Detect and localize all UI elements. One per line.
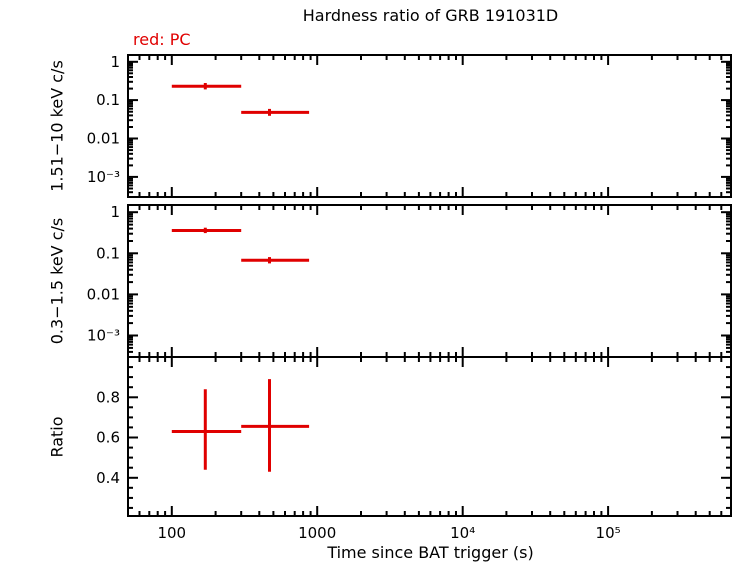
svg-text:1: 1 bbox=[110, 203, 120, 221]
svg-text:0.6: 0.6 bbox=[96, 429, 120, 447]
svg-text:0.1: 0.1 bbox=[96, 91, 120, 109]
svg-text:0.4: 0.4 bbox=[96, 469, 120, 487]
svg-text:10⁴: 10⁴ bbox=[450, 524, 475, 542]
y-axis-label-hard-band: 1.51−10 keV c/s bbox=[47, 60, 67, 192]
mode-annotation: red: PC bbox=[133, 30, 191, 49]
svg-text:0.8: 0.8 bbox=[96, 388, 120, 406]
svg-text:0.1: 0.1 bbox=[96, 244, 120, 262]
y-axis-label-ratio: Ratio bbox=[47, 416, 67, 458]
svg-text:1: 1 bbox=[110, 53, 120, 71]
chart-title: Hardness ratio of GRB 191031D bbox=[302, 6, 559, 25]
svg-text:10⁻³: 10⁻³ bbox=[87, 168, 120, 186]
svg-text:0.01: 0.01 bbox=[87, 130, 120, 148]
svg-text:1000: 1000 bbox=[298, 524, 336, 542]
svg-text:100: 100 bbox=[157, 524, 186, 542]
svg-text:10⁵: 10⁵ bbox=[596, 524, 621, 542]
svg-text:10⁻³: 10⁻³ bbox=[87, 327, 120, 345]
x-axis-label: Time since BAT trigger (s) bbox=[327, 543, 534, 562]
svg-text:0.01: 0.01 bbox=[87, 285, 120, 303]
y-axis-label-soft-band: 0.3−1.5 keV c/s bbox=[47, 217, 67, 345]
